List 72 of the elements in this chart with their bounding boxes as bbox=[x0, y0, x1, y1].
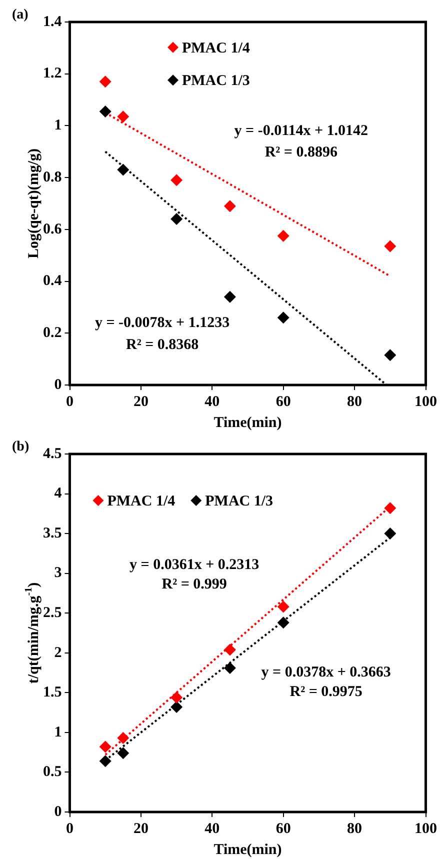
y-tick-label: 0 bbox=[54, 376, 62, 393]
x-tick-label: 60 bbox=[276, 394, 291, 410]
y-axis-title: t/qt(min/mg.g-1) bbox=[24, 582, 42, 684]
x-tick-label: 80 bbox=[347, 820, 362, 837]
point bbox=[224, 290, 236, 303]
point bbox=[99, 740, 112, 753]
annotation: R² = 0.999 bbox=[162, 576, 227, 593]
point bbox=[384, 502, 396, 514]
chart-title: (b) bbox=[12, 440, 30, 455]
y-tick-label: 3.5 bbox=[43, 525, 62, 542]
y-tick-label: 1 bbox=[54, 118, 62, 134]
legend-label: PMAC 1/3 bbox=[182, 72, 250, 89]
x-tick-label: 20 bbox=[133, 820, 148, 837]
annotation: y = -0.0078x + 1.1233 bbox=[95, 315, 230, 332]
point bbox=[99, 76, 112, 88]
point bbox=[384, 528, 396, 540]
y-tick-label: 4.5 bbox=[43, 446, 62, 462]
point bbox=[277, 600, 290, 613]
annotation: y = -0.0114x + 1.0142 bbox=[234, 122, 368, 139]
y-axis-title: Log(qe-qt)(mg/g) bbox=[26, 148, 42, 258]
chart-title: (a) bbox=[12, 8, 29, 23]
point bbox=[99, 105, 112, 118]
x-tick-label: 80 bbox=[347, 394, 362, 410]
y-tick-label: 1.4 bbox=[43, 14, 62, 30]
point bbox=[117, 747, 130, 760]
point bbox=[117, 732, 130, 744]
annotation: R² = 0.8368 bbox=[126, 336, 199, 353]
x-axis-title: Time(min) bbox=[214, 842, 282, 858]
x-tick-label: 60 bbox=[276, 820, 291, 837]
legend-label: PMAC 1/3 bbox=[205, 493, 274, 510]
legend-label: PMAC 1/4 bbox=[107, 493, 176, 510]
y-tick-label: 3 bbox=[54, 565, 62, 582]
point bbox=[99, 755, 112, 768]
x-tick-label: 100 bbox=[414, 394, 437, 410]
point bbox=[170, 174, 183, 186]
point bbox=[170, 700, 183, 713]
point bbox=[170, 691, 183, 704]
point bbox=[384, 240, 396, 252]
y-tick-label: 0.5 bbox=[43, 764, 62, 780]
point bbox=[277, 312, 290, 324]
point bbox=[224, 644, 236, 656]
y-tick-label: 1.5 bbox=[43, 684, 62, 701]
point bbox=[277, 616, 290, 629]
annotation: y = 0.0361x + 0.2313 bbox=[130, 556, 260, 573]
y-tick-label: 1.2 bbox=[43, 66, 62, 82]
y-tick-label: 0 bbox=[54, 804, 62, 820]
y-tick-label: 0.4 bbox=[43, 273, 62, 290]
y-tick-label: 0.6 bbox=[43, 221, 62, 238]
annotation: R² = 0.8896 bbox=[264, 144, 338, 161]
point bbox=[117, 164, 130, 176]
x-tick-label: 40 bbox=[204, 394, 220, 410]
y-tick-label: 1 bbox=[54, 724, 62, 740]
point bbox=[224, 200, 236, 212]
x-tick-label: 100 bbox=[414, 820, 437, 837]
y-tick-label: 0.8 bbox=[43, 169, 62, 186]
x-tick-label: 0 bbox=[66, 394, 74, 410]
x-tick-label: 40 bbox=[204, 820, 220, 837]
point bbox=[170, 213, 183, 226]
point bbox=[384, 349, 396, 362]
x-axis-title: Time(min) bbox=[214, 414, 282, 431]
x-tick-label: 20 bbox=[133, 394, 148, 410]
y-tick-label: 0.2 bbox=[43, 325, 62, 342]
point bbox=[277, 230, 290, 242]
annotation: y = 0.0378x + 0.3663 bbox=[261, 664, 391, 680]
y-tick-label: 4 bbox=[54, 486, 62, 502]
legend-label: PMAC 1/4 bbox=[182, 40, 250, 56]
point bbox=[117, 110, 130, 123]
x-tick-label: 0 bbox=[66, 820, 74, 837]
y-tick-label: 2 bbox=[54, 644, 62, 661]
point bbox=[224, 662, 236, 674]
y-tick-label: 2.5 bbox=[43, 604, 62, 621]
annotation: R² = 0.9975 bbox=[290, 684, 362, 700]
